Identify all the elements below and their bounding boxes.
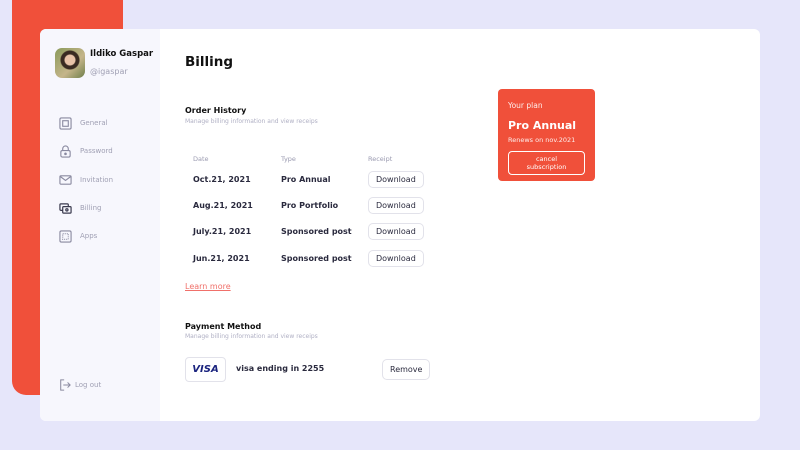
logout-label: Log out <box>75 381 102 389</box>
table-row: July.21, 2021 Sponsored post Download <box>193 219 424 245</box>
learn-more-link[interactable]: Learn more <box>185 282 231 291</box>
order-history-title: Order History <box>185 106 247 115</box>
sidebar: Ildiko Gaspar @igaspar General Password I… <box>40 29 160 421</box>
logout-icon <box>60 379 71 391</box>
column-receipt: Receipt <box>368 155 393 163</box>
order-history-table: Date Type Receipt Oct.21, 2021 Pro Annual Do… <box>193 152 424 271</box>
cancel-subscription-button[interactable]: cancel subscription <box>508 151 585 175</box>
sidebar-item-label: General <box>80 119 108 128</box>
avatar <box>55 48 85 78</box>
plan-card: Your plan Pro Annual Renews on nov.2021 … <box>498 89 595 181</box>
sidebar-item-label: Password <box>80 147 113 156</box>
page-title: Billing <box>185 54 234 70</box>
lock-icon <box>60 145 71 158</box>
column-date: Date <box>193 155 209 163</box>
order-date: July.21, 2021 <box>193 227 252 237</box>
order-type: Sponsored post <box>281 227 352 237</box>
column-type: Type <box>281 155 296 163</box>
download-button[interactable]: Download <box>368 223 424 241</box>
plan-name: Pro Annual <box>508 119 577 132</box>
main-content: Billing Order History Manage billing inf… <box>160 29 760 421</box>
logout-button[interactable]: Log out <box>59 379 101 391</box>
sidebar-item-label: Invitation <box>80 175 114 184</box>
table-row: Oct.21, 2021 Pro Annual Download <box>193 166 424 192</box>
plan-label: Your plan <box>508 101 543 110</box>
sidebar-item-billing[interactable]: Billing <box>59 194 113 222</box>
payment-method-subtitle: Manage billing information and view rece… <box>185 333 318 340</box>
profile-handle: @igaspar <box>90 66 128 76</box>
download-button[interactable]: Download <box>368 249 424 267</box>
profile-name: Ildiko Gaspar <box>90 48 154 59</box>
billing-icon <box>59 202 72 214</box>
order-history-subtitle: Manage billing information and view rece… <box>185 118 318 125</box>
billing-window: Ildiko Gaspar @igaspar General Password I… <box>40 29 760 421</box>
table-row: Jun.21, 2021 Sponsored post Download <box>193 245 424 271</box>
mail-icon <box>59 175 72 185</box>
sidebar-item-apps[interactable]: Apps <box>59 222 113 250</box>
order-date: Oct.21, 2021 <box>193 174 251 184</box>
download-button[interactable]: Download <box>368 170 424 188</box>
sidebar-item-general[interactable]: General <box>59 109 113 137</box>
sidebar-nav: General Password Invitation Billing Apps <box>59 109 113 250</box>
plan-renewal: Renews on nov.2021 <box>508 136 576 144</box>
order-date: Aug.21, 2021 <box>193 200 253 210</box>
card-description: visa ending in 2255 <box>236 364 325 373</box>
visa-logo: VISA <box>185 357 226 382</box>
square-icon <box>59 117 72 130</box>
profile: Ildiko Gaspar @igaspar <box>55 48 153 78</box>
order-type: Pro Annual <box>281 174 331 184</box>
table-header: Date Type Receipt <box>193 152 424 166</box>
table-row: Aug.21, 2021 Pro Portfolio Download <box>193 192 424 218</box>
sidebar-item-invitation[interactable]: Invitation <box>59 166 113 194</box>
sidebar-item-label: Billing <box>80 204 102 213</box>
order-type: Pro Portfolio <box>281 200 339 210</box>
payment-method-title: Payment Method <box>185 322 262 331</box>
order-type: Sponsored post <box>281 253 352 263</box>
remove-card-button[interactable]: Remove <box>382 359 431 380</box>
sidebar-item-password[interactable]: Password <box>59 137 113 165</box>
order-date: Jun.21, 2021 <box>193 253 250 263</box>
apps-icon <box>59 230 72 243</box>
sidebar-item-label: Apps <box>80 232 98 241</box>
download-button[interactable]: Download <box>368 196 424 214</box>
